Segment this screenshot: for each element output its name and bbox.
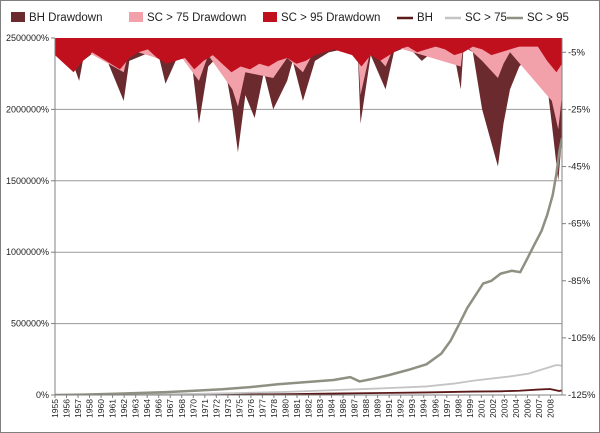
x-tick-label: 1986 xyxy=(338,399,348,418)
sc-gt-95-drawdown-area xyxy=(55,38,562,73)
x-tick-label: 1973 xyxy=(223,399,233,418)
x-tick-label: 2004 xyxy=(511,399,521,418)
legend-item-sc-gt-95: SC > 95 xyxy=(507,12,569,24)
x-tick-label: 1992 xyxy=(396,399,406,418)
x-tick-label: 1961 xyxy=(108,399,118,418)
legend-item-sc-gt-75: SC > 75 xyxy=(445,12,507,24)
left-tick-label: 1000000% xyxy=(6,247,49,257)
x-tick-label: 1998 xyxy=(453,399,463,418)
x-tick-label: 1977 xyxy=(257,399,267,418)
left-tick-label: 0% xyxy=(36,390,49,400)
x-tick-label: 2003 xyxy=(499,399,509,418)
legend-label: SC > 75 Drawdown xyxy=(147,12,246,24)
x-tick-label: 1970 xyxy=(188,399,198,418)
x-tick-label: 2002 xyxy=(488,399,498,418)
x-tick-label: 1994 xyxy=(419,399,429,418)
legend-item-bh: BH xyxy=(397,12,433,24)
x-tick-label: 1997 xyxy=(442,399,452,418)
legend-label: SC > 95 Drawdown xyxy=(281,12,380,24)
gridlines xyxy=(55,108,562,325)
right-tick-label: -45% xyxy=(568,162,591,173)
left-tick-label: 500000% xyxy=(11,319,49,329)
legend-label: BH Drawdown xyxy=(29,12,103,24)
left-tick-label: 2500000% xyxy=(6,33,49,43)
sc-gt-95-line xyxy=(55,137,562,395)
x-tick-label: 1999 xyxy=(465,399,475,418)
x-tick-label: 2007 xyxy=(534,399,544,418)
legend-label: SC > 95 xyxy=(527,12,569,24)
sc-gt-75-line xyxy=(55,364,562,395)
x-tick-label: 1971 xyxy=(200,399,210,418)
plot-area xyxy=(55,38,562,395)
legend-swatch xyxy=(263,12,277,22)
x-tick-label: 1968 xyxy=(177,399,187,418)
axes: 0% 500000% 1000000% 1500000% 2000000% 2500000… xyxy=(6,33,596,418)
x-tick-label: 1993 xyxy=(407,399,417,418)
legend-item-sc-gt-95-drawdown: SC > 95 Drawdown xyxy=(263,12,380,24)
x-tick-label: 1964 xyxy=(142,399,152,418)
legend-swatch xyxy=(11,12,25,22)
right-tick-label: -25% xyxy=(568,104,591,115)
x-tick-label: 1955 xyxy=(50,399,60,418)
x-tick-label: 1987 xyxy=(350,399,360,418)
legend-item-bh-drawdown: BH Drawdown xyxy=(11,12,103,24)
x-tick-label: 2008 xyxy=(545,399,555,418)
x-tick-label: 1957 xyxy=(73,399,83,418)
right-tick-label: -105% xyxy=(568,333,596,344)
x-tick-label: 1958 xyxy=(85,399,95,418)
x-tick-label: 1962 xyxy=(119,399,129,418)
right-tick-label: -65% xyxy=(568,219,591,230)
x-tick-label: 1960 xyxy=(96,399,106,418)
legend-label: SC > 75 xyxy=(465,12,507,24)
x-tick-label: 1989 xyxy=(373,399,383,418)
x-tick-label: 1980 xyxy=(280,399,290,418)
x-tick-label: 1976 xyxy=(246,399,256,418)
x-tick-label: 1972 xyxy=(211,399,221,418)
x-tick-label: 1984 xyxy=(327,399,337,418)
x-tick-label: 1996 xyxy=(430,399,440,418)
x-tick-label: 1967 xyxy=(165,399,175,418)
x-tick-label: 1983 xyxy=(315,399,325,418)
x-tick-label: 1982 xyxy=(304,399,314,418)
legend-swatch xyxy=(129,12,143,22)
x-tick-label: 1966 xyxy=(154,399,164,418)
left-tick-label: 1500000% xyxy=(6,176,49,186)
left-tick-label: 2000000% xyxy=(6,104,49,114)
x-tick-label: 2001 xyxy=(476,399,486,418)
x-tick-label: 1978 xyxy=(269,399,279,418)
x-tick-label: 1975 xyxy=(234,399,244,418)
legend-item-sc-gt-75-drawdown: SC > 75 Drawdown xyxy=(129,12,246,24)
x-tick-label: 1956 xyxy=(62,399,72,418)
x-tick-label: 2006 xyxy=(522,399,532,418)
x-tick-label: 1981 xyxy=(292,399,302,418)
right-tick-label: -125% xyxy=(568,390,596,401)
right-tick-label: -85% xyxy=(568,276,591,287)
x-tick-label: 1963 xyxy=(131,399,141,418)
x-tick-label: 1991 xyxy=(384,399,394,418)
right-tick-label: -5% xyxy=(568,47,585,58)
chart-legend: BH Drawdown SC > 75 Drawdown SC > 95 Drawd… xyxy=(11,12,569,24)
x-tick-label: 1988 xyxy=(361,399,371,418)
legend-label: BH xyxy=(417,12,433,24)
